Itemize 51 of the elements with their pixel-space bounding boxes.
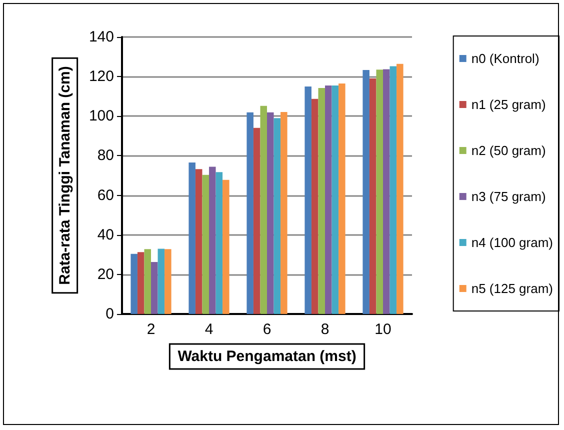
bar — [369, 78, 376, 314]
y-tick-label: 40 — [97, 226, 114, 244]
x-tick-label: 2 — [146, 321, 156, 338]
bar — [188, 162, 196, 314]
bar — [396, 64, 404, 314]
bar — [246, 112, 254, 314]
bar — [222, 180, 230, 314]
bar — [267, 112, 274, 314]
bar — [390, 66, 397, 314]
y-tick-label: 0 — [106, 306, 114, 322]
y-tick-label: 20 — [97, 266, 114, 283]
bar — [311, 98, 318, 314]
bar — [325, 85, 332, 314]
x-tick-label: 8 — [320, 321, 330, 338]
bar — [216, 172, 223, 314]
y-tick-label: 120 — [88, 68, 114, 86]
bar — [274, 118, 281, 314]
bar — [260, 106, 267, 314]
y-tick-label: 80 — [97, 147, 114, 164]
bar — [253, 128, 260, 314]
x-tick-label: 10 — [374, 321, 392, 338]
x-tick-label: 6 — [262, 321, 272, 338]
legend-label: n1 (25 gram) — [471, 97, 546, 112]
bar — [164, 249, 172, 314]
bar — [338, 83, 346, 314]
bar — [362, 70, 370, 314]
bar — [195, 169, 202, 314]
bar — [304, 86, 312, 314]
bar — [130, 254, 138, 314]
legend-label: n3 (75 gram) — [471, 189, 546, 204]
legend-label: n2 (50 gram) — [471, 143, 546, 158]
bar — [383, 69, 390, 314]
bar — [209, 166, 216, 314]
bar — [137, 252, 144, 314]
bar — [202, 174, 209, 314]
bar — [158, 248, 165, 314]
bar — [144, 249, 151, 314]
bar — [332, 85, 339, 314]
bar — [318, 88, 325, 314]
y-tick-label: 60 — [97, 186, 114, 204]
legend-label: n4 (100 gram) — [471, 235, 554, 250]
x-axis-title: Waktu Pengamatan (mst) — [178, 348, 356, 365]
legend-label: n5 (125 gram) — [471, 281, 554, 296]
y-axis-title: Rata-rata Tinggi Tanaman (cm) — [56, 66, 74, 285]
bar — [280, 112, 288, 314]
bar — [376, 70, 383, 314]
y-tick-label: 140 — [88, 28, 114, 46]
bar — [151, 262, 158, 314]
x-tick-label: 4 — [204, 321, 214, 338]
legend-label: n0 (Kontrol) — [471, 51, 540, 66]
y-tick-label: 100 — [88, 108, 114, 125]
